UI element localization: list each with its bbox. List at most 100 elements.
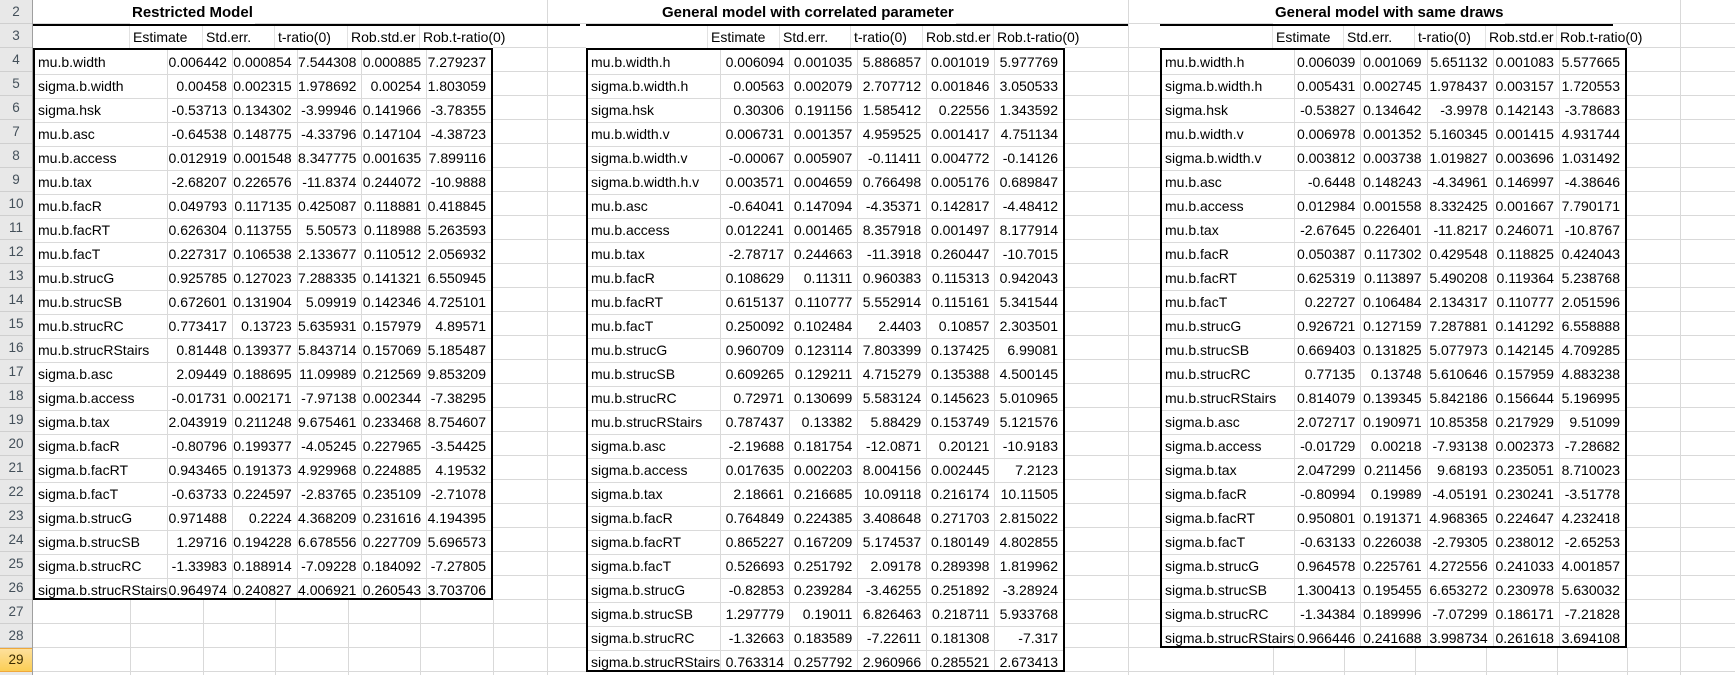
value-cell[interactable]: 0.145623 [926, 385, 996, 411]
value-cell[interactable]: 5.341544 [994, 289, 1063, 315]
value-cell[interactable]: 0.00254 [361, 73, 428, 99]
value-cell[interactable]: 0.000885 [361, 50, 428, 75]
value-cell[interactable]: 0.003696 [1492, 145, 1560, 171]
value-cell[interactable]: 0.002344 [361, 385, 428, 411]
value-cell[interactable]: -3.9978 [1426, 97, 1494, 123]
value-cell[interactable]: 1.720553 [1558, 73, 1625, 99]
parameter-label-cell[interactable]: mu.b.asc [588, 193, 722, 219]
value-cell[interactable]: 0.001352 [1360, 121, 1428, 147]
value-cell[interactable]: 5.696573 [426, 529, 491, 555]
parameter-label-cell[interactable]: sigma.b.width.h [1162, 73, 1296, 99]
value-cell[interactable]: 4.709285 [1558, 337, 1625, 363]
parameter-label-cell[interactable]: sigma.b.facR [1162, 481, 1296, 507]
value-cell[interactable]: -4.05245 [296, 433, 363, 459]
value-cell[interactable]: 0.012241 [720, 217, 791, 243]
value-cell[interactable]: 0.191373 [231, 457, 298, 483]
value-cell[interactable]: 0.615137 [720, 289, 791, 315]
value-cell[interactable]: 0.218711 [926, 601, 996, 627]
value-cell[interactable]: 0.006978 [1294, 121, 1362, 147]
parameter-label-cell[interactable]: sigma.b.tax [35, 409, 169, 435]
parameter-label-cell[interactable]: mu.b.strucG [588, 337, 722, 363]
parameter-label-cell[interactable]: sigma.b.strucRC [588, 625, 722, 651]
value-cell[interactable]: 0.000854 [231, 50, 298, 75]
value-cell[interactable]: 0.141966 [361, 97, 428, 123]
parameter-label-cell[interactable]: mu.b.facR [588, 265, 722, 291]
value-cell[interactable]: 7.544308 [296, 50, 363, 75]
value-cell[interactable]: 0.191371 [1360, 505, 1428, 531]
value-cell[interactable]: 0.231616 [361, 505, 428, 531]
column-header[interactable]: Rob.t-ratio(0) [997, 29, 1080, 45]
value-cell[interactable]: 2.09178 [857, 553, 928, 579]
parameter-label-cell[interactable]: sigma.b.tax [588, 481, 722, 507]
value-cell[interactable]: 0.260447 [926, 241, 996, 267]
value-cell[interactable]: 0.127023 [231, 265, 298, 291]
value-cell[interactable]: 0.230241 [1492, 481, 1560, 507]
value-cell[interactable]: 0.003738 [1360, 145, 1428, 171]
value-cell[interactable]: 4.883238 [1558, 361, 1625, 387]
parameter-label-cell[interactable]: mu.b.tax [35, 169, 169, 195]
value-cell[interactable]: 0.689847 [994, 169, 1063, 195]
parameter-label-cell[interactable]: sigma.b.strucRC [35, 553, 169, 579]
value-cell[interactable]: 0.244072 [361, 169, 428, 195]
value-cell[interactable]: 0.199377 [231, 433, 298, 459]
value-cell[interactable]: 0.787437 [720, 409, 791, 435]
row-number-24[interactable]: 24 [0, 528, 32, 552]
value-cell[interactable]: -7.317 [994, 625, 1063, 651]
value-cell[interactable]: -3.78355 [426, 97, 491, 123]
parameter-label-cell[interactable]: sigma.b.access [1162, 433, 1296, 459]
value-cell[interactable]: 5.843714 [296, 337, 363, 363]
value-cell[interactable]: 2.09449 [167, 361, 233, 387]
value-cell[interactable]: -7.27805 [426, 553, 491, 579]
value-cell[interactable]: -2.83765 [296, 481, 363, 507]
value-cell[interactable]: -4.34961 [1426, 169, 1494, 195]
value-cell[interactable]: 0.147104 [361, 121, 428, 147]
parameter-label-cell[interactable]: sigma.b.tax [1162, 457, 1296, 483]
value-cell[interactable]: 0.230978 [1492, 577, 1560, 603]
parameter-label-cell[interactable]: mu.b.tax [1162, 217, 1296, 243]
value-cell[interactable]: 7.279237 [426, 50, 491, 75]
value-cell[interactable]: 0.002203 [789, 457, 859, 483]
value-cell[interactable]: -4.33796 [296, 121, 363, 147]
value-cell[interactable]: 0.003157 [1492, 73, 1560, 99]
value-cell[interactable]: 0.424043 [1558, 241, 1625, 267]
value-cell[interactable]: 0.186171 [1492, 601, 1560, 627]
value-cell[interactable]: 0.13748 [1360, 361, 1428, 387]
value-cell[interactable]: 0.001846 [926, 73, 996, 99]
value-cell[interactable]: 5.09919 [296, 289, 363, 315]
parameter-label-cell[interactable]: sigma.b.strucG [588, 577, 722, 603]
value-cell[interactable]: 0.211248 [231, 409, 298, 435]
value-cell[interactable]: 1.803059 [426, 73, 491, 99]
value-cell[interactable]: 0.418845 [426, 193, 491, 219]
column-header[interactable]: Estimate [130, 26, 203, 48]
value-cell[interactable]: 0.001357 [789, 121, 859, 147]
parameter-label-cell[interactable]: sigma.b.facRT [35, 457, 169, 483]
value-cell[interactable]: 0.250092 [720, 313, 791, 339]
table-title[interactable]: General model with correlated parameter [660, 2, 956, 24]
value-cell[interactable]: 0.001035 [789, 50, 859, 75]
value-cell[interactable]: 0.146997 [1492, 169, 1560, 195]
row-number-29[interactable]: 29 [0, 648, 32, 672]
value-cell[interactable]: 0.102484 [789, 313, 859, 339]
value-cell[interactable]: 0.002315 [231, 73, 298, 99]
value-cell[interactable]: 2.707712 [857, 73, 928, 99]
value-cell[interactable]: 0.180149 [926, 529, 996, 555]
column-header[interactable]: t-ratio(0) [1415, 26, 1486, 48]
value-cell[interactable]: 7.790171 [1558, 193, 1625, 219]
value-cell[interactable]: 0.106484 [1360, 289, 1428, 315]
value-cell[interactable]: 0.117302 [1360, 241, 1428, 267]
value-cell[interactable]: 1.019827 [1426, 145, 1494, 171]
value-cell[interactable]: 0.188914 [231, 553, 298, 579]
value-cell[interactable]: 4.959525 [857, 121, 928, 147]
value-cell[interactable]: 0.814079 [1294, 385, 1362, 411]
value-cell[interactable]: -0.63133 [1294, 529, 1362, 555]
value-cell[interactable]: 0.942043 [994, 265, 1063, 291]
value-cell[interactable]: 0.19011 [789, 601, 859, 627]
parameter-label-cell[interactable]: sigma.b.asc [1162, 409, 1296, 435]
value-cell[interactable]: 6.558888 [1558, 313, 1625, 339]
value-cell[interactable]: 0.224385 [789, 505, 859, 531]
value-cell[interactable]: 0.113755 [231, 217, 298, 243]
value-cell[interactable]: 10.85358 [1426, 409, 1494, 435]
parameter-label-cell[interactable]: sigma.b.facT [35, 481, 169, 507]
value-cell[interactable]: 1.031492 [1558, 145, 1625, 171]
value-cell[interactable]: 8.357918 [857, 217, 928, 243]
